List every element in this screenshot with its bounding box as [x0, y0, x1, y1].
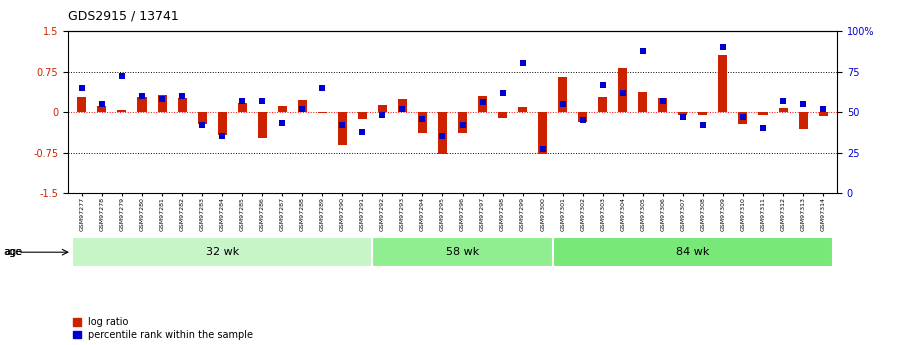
Point: [255, 98, 270, 104]
Bar: [71, 237, 372, 267]
Point: [595, 82, 610, 87]
Point: [95, 101, 110, 107]
Bar: [498, 112, 507, 118]
Bar: [679, 112, 688, 115]
Point: [515, 61, 529, 66]
Bar: [278, 106, 287, 112]
Bar: [758, 112, 767, 115]
Text: 84 wk: 84 wk: [676, 247, 710, 257]
Point: [415, 116, 430, 121]
Bar: [197, 112, 206, 124]
Text: age: age: [5, 247, 23, 257]
Point: [435, 134, 450, 139]
Bar: [378, 105, 387, 112]
Bar: [357, 112, 367, 119]
Point: [195, 122, 209, 128]
Point: [214, 134, 229, 139]
Point: [315, 85, 329, 91]
Point: [756, 126, 770, 131]
Bar: [138, 97, 147, 112]
Text: 58 wk: 58 wk: [446, 247, 479, 257]
Point: [115, 74, 129, 79]
Bar: [778, 108, 787, 112]
Point: [74, 85, 89, 91]
Point: [155, 96, 169, 102]
Point: [175, 93, 189, 99]
Point: [576, 117, 590, 123]
Bar: [638, 91, 647, 112]
Point: [795, 101, 810, 107]
Bar: [658, 98, 667, 112]
Bar: [258, 112, 267, 138]
Text: age: age: [4, 247, 22, 257]
Point: [655, 98, 670, 104]
Bar: [177, 98, 186, 112]
Bar: [98, 106, 107, 112]
Bar: [798, 112, 807, 129]
Point: [355, 129, 369, 134]
Point: [556, 101, 570, 107]
Point: [776, 98, 790, 104]
Bar: [538, 112, 548, 154]
Point: [615, 90, 630, 96]
Point: [736, 114, 750, 120]
Point: [716, 45, 730, 50]
Bar: [578, 112, 587, 122]
Bar: [398, 99, 407, 112]
Point: [475, 100, 490, 105]
Bar: [478, 96, 487, 112]
Bar: [819, 112, 827, 117]
Point: [275, 121, 290, 126]
Bar: [518, 107, 527, 112]
Bar: [418, 112, 427, 133]
Point: [135, 93, 149, 99]
Point: [696, 122, 710, 128]
Bar: [238, 104, 247, 112]
Point: [536, 147, 550, 152]
Text: 32 wk: 32 wk: [205, 247, 239, 257]
Bar: [338, 112, 347, 145]
Bar: [78, 97, 86, 112]
Point: [676, 114, 691, 120]
Bar: [118, 110, 127, 112]
Bar: [438, 112, 447, 154]
Bar: [699, 112, 708, 115]
Point: [495, 90, 510, 96]
Point: [295, 106, 310, 112]
Legend: log ratio, percentile rank within the sample: log ratio, percentile rank within the sa…: [72, 317, 253, 340]
Bar: [318, 112, 327, 113]
Bar: [618, 68, 627, 112]
Point: [635, 48, 650, 53]
Bar: [217, 112, 226, 135]
Point: [395, 106, 410, 112]
Text: GDS2915 / 13741: GDS2915 / 13741: [68, 9, 178, 22]
Bar: [738, 112, 748, 124]
Point: [235, 98, 250, 104]
Bar: [719, 55, 728, 112]
Bar: [372, 237, 553, 267]
Bar: [458, 112, 467, 133]
Point: [335, 122, 349, 128]
Bar: [598, 97, 607, 112]
Point: [455, 122, 470, 128]
Bar: [298, 100, 307, 112]
Bar: [157, 95, 167, 112]
Point: [376, 112, 390, 118]
Bar: [553, 237, 834, 267]
Point: [816, 106, 831, 112]
Bar: [558, 77, 567, 112]
